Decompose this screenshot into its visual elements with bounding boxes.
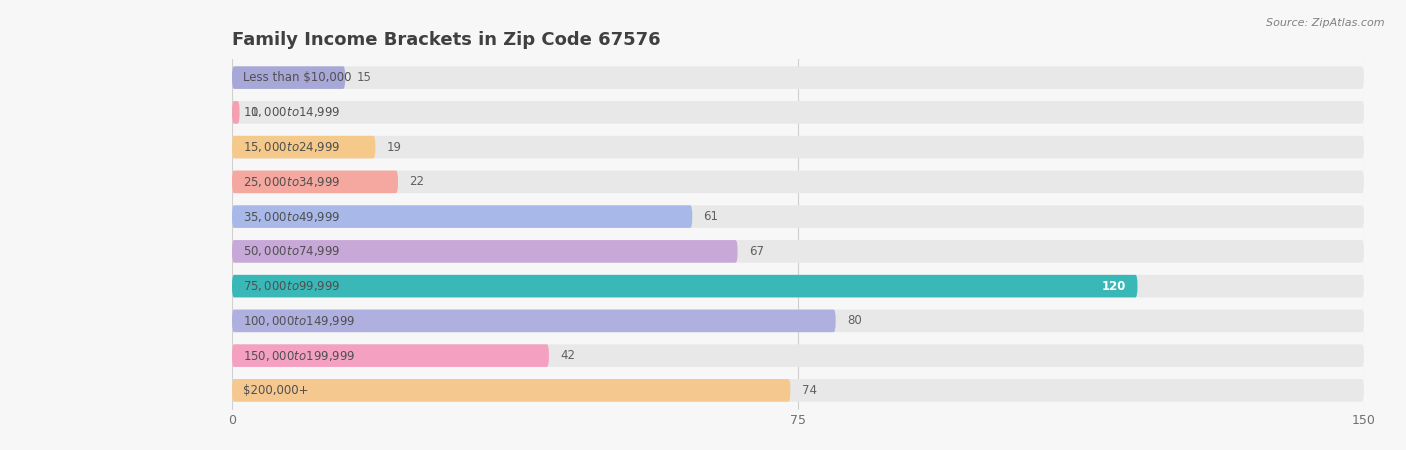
Text: 74: 74 xyxy=(801,384,817,397)
FancyBboxPatch shape xyxy=(232,240,738,263)
FancyBboxPatch shape xyxy=(232,101,1364,124)
Text: $75,000 to $99,999: $75,000 to $99,999 xyxy=(243,279,340,293)
FancyBboxPatch shape xyxy=(232,379,790,402)
FancyBboxPatch shape xyxy=(232,66,346,89)
Text: 80: 80 xyxy=(846,315,862,328)
FancyBboxPatch shape xyxy=(232,310,835,332)
Text: 1: 1 xyxy=(250,106,259,119)
Text: 42: 42 xyxy=(560,349,575,362)
Text: $25,000 to $34,999: $25,000 to $34,999 xyxy=(243,175,340,189)
Text: $15,000 to $24,999: $15,000 to $24,999 xyxy=(243,140,340,154)
Text: 120: 120 xyxy=(1102,279,1126,292)
FancyBboxPatch shape xyxy=(232,136,375,158)
Text: $35,000 to $49,999: $35,000 to $49,999 xyxy=(243,210,340,224)
Text: $200,000+: $200,000+ xyxy=(243,384,309,397)
FancyBboxPatch shape xyxy=(232,205,692,228)
Text: Source: ZipAtlas.com: Source: ZipAtlas.com xyxy=(1267,18,1385,28)
FancyBboxPatch shape xyxy=(232,171,398,193)
Text: $10,000 to $14,999: $10,000 to $14,999 xyxy=(243,105,340,119)
FancyBboxPatch shape xyxy=(232,344,1364,367)
Text: 67: 67 xyxy=(749,245,763,258)
FancyBboxPatch shape xyxy=(232,205,1364,228)
Text: $100,000 to $149,999: $100,000 to $149,999 xyxy=(243,314,356,328)
FancyBboxPatch shape xyxy=(232,240,1364,263)
Text: $150,000 to $199,999: $150,000 to $199,999 xyxy=(243,349,356,363)
FancyBboxPatch shape xyxy=(232,101,239,124)
Text: $50,000 to $74,999: $50,000 to $74,999 xyxy=(243,244,340,258)
FancyBboxPatch shape xyxy=(232,310,1364,332)
FancyBboxPatch shape xyxy=(232,379,1364,402)
Text: 61: 61 xyxy=(703,210,718,223)
FancyBboxPatch shape xyxy=(232,344,548,367)
Text: 22: 22 xyxy=(409,176,425,189)
Text: Family Income Brackets in Zip Code 67576: Family Income Brackets in Zip Code 67576 xyxy=(232,31,661,49)
FancyBboxPatch shape xyxy=(232,66,1364,89)
FancyBboxPatch shape xyxy=(232,275,1137,297)
FancyBboxPatch shape xyxy=(232,136,1364,158)
Text: Less than $10,000: Less than $10,000 xyxy=(243,71,352,84)
Text: 15: 15 xyxy=(357,71,371,84)
FancyBboxPatch shape xyxy=(232,171,1364,193)
FancyBboxPatch shape xyxy=(232,275,1364,297)
Text: 19: 19 xyxy=(387,140,402,153)
